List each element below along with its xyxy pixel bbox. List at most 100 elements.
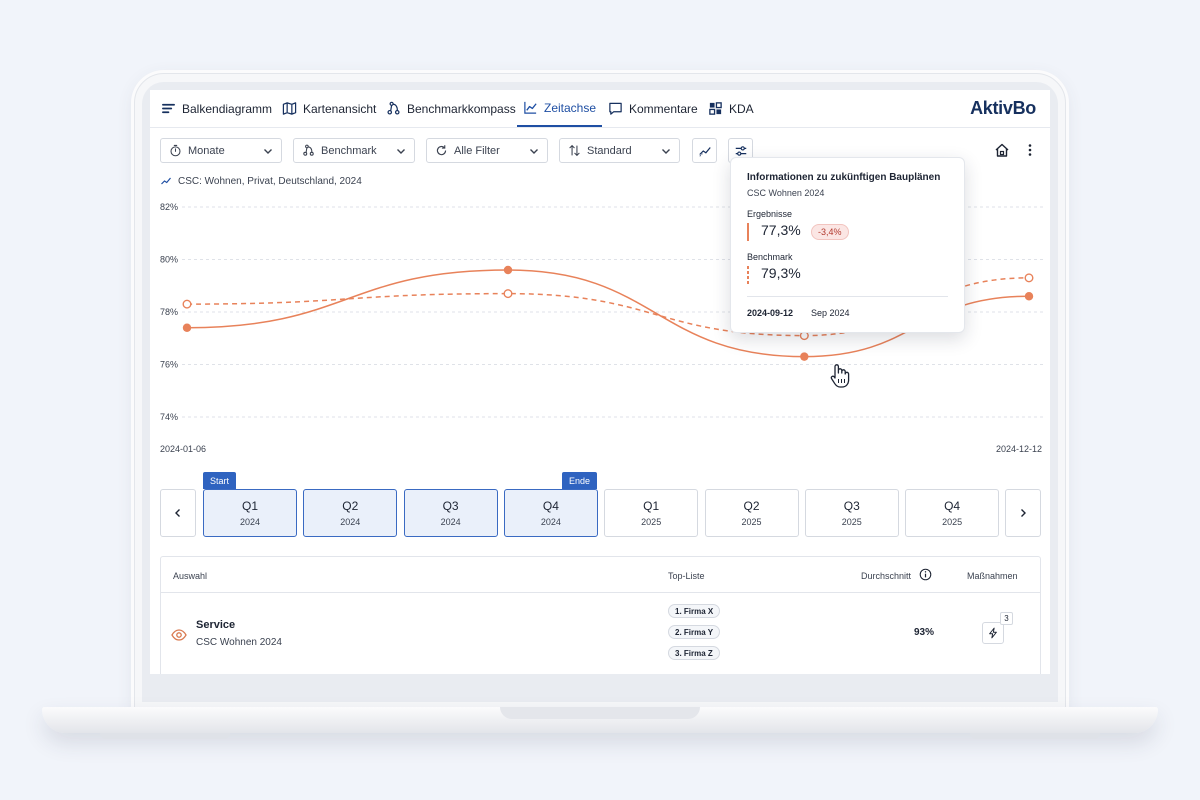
tab-kommentare[interactable]: Kommentare	[608, 90, 698, 127]
sort-select[interactable]: Standard	[559, 138, 680, 163]
lightning-icon	[989, 627, 997, 639]
x-start-label: 2024-01-06	[160, 444, 207, 454]
tab-benchmarkkompass[interactable]: Benchmarkkompass	[386, 90, 516, 127]
quarter-button[interactable]: Q2 2024	[303, 489, 398, 537]
measures-button[interactable]	[982, 622, 1004, 644]
quarter-button[interactable]: Q4 2025	[905, 489, 1000, 537]
data-point[interactable]	[1024, 273, 1034, 283]
data-point[interactable]	[182, 299, 192, 309]
timeline-next-button[interactable]	[1005, 489, 1041, 537]
average-value: 93%	[914, 627, 935, 638]
results-table: Auswahl Top-Liste Durchschnitt Maßnahmen…	[160, 556, 1041, 674]
data-point[interactable]	[182, 323, 192, 332]
chevron-left-icon	[175, 509, 180, 517]
y-tick-label: 74%	[160, 412, 178, 422]
tooltip-benchmark-number: 79,3%	[761, 265, 801, 281]
quarter-year: 2024	[340, 517, 361, 527]
header-top-list: Top-Liste	[668, 571, 705, 581]
laptop-foot	[970, 733, 1100, 739]
quarter-year: 2025	[641, 517, 662, 527]
start-flag: Start	[203, 472, 237, 489]
quarter-year: 2025	[942, 517, 963, 527]
compass-icon	[387, 101, 400, 115]
quarter-button[interactable]: Q1 2024	[203, 489, 297, 537]
more-vertical-icon[interactable]	[1022, 142, 1038, 158]
chevron-down-icon	[530, 148, 538, 154]
tooltip-benchmark-label: Benchmark	[747, 252, 793, 262]
select-value: Monate	[188, 144, 225, 157]
map-icon	[282, 102, 297, 115]
quarter-label: Q3	[442, 499, 459, 513]
tooltip-results-label: Ergebnisse	[747, 209, 793, 219]
row-title: Service	[196, 619, 236, 631]
tab-label: Balkendiagramm	[182, 101, 273, 116]
quarter-button[interactable]: Q3 2025	[804, 489, 899, 537]
chevron-down-icon	[397, 148, 405, 154]
tooltip-results-number: 77,3%	[761, 222, 801, 238]
quarter-label: Q1	[241, 499, 258, 513]
eye-icon[interactable]	[171, 628, 187, 642]
laptop-foot	[100, 733, 230, 739]
tab-kda[interactable]: KDA	[708, 90, 754, 127]
select-value: Benchmark	[321, 144, 377, 157]
tooltip-date: 2024-09-12	[747, 308, 794, 318]
quarter-button[interactable]: Q3 2024	[403, 489, 498, 537]
filter-select[interactable]: Alle Filter	[426, 138, 548, 163]
line-chart-icon	[524, 101, 537, 114]
row-subtitle: CSC Wohnen 2024	[196, 637, 282, 648]
quarter-label: Q2	[743, 499, 760, 513]
home-icon[interactable]	[994, 142, 1010, 158]
header-average: Durchschnitt	[861, 571, 912, 581]
info-icon[interactable]	[919, 568, 932, 581]
y-tick-label: 78%	[160, 307, 178, 317]
grid-icon	[709, 102, 722, 115]
tab-label: Benchmarkkompass	[407, 101, 516, 116]
sort-icon	[569, 144, 580, 157]
data-point[interactable]	[1024, 292, 1034, 301]
quarter-label: Q2	[342, 499, 359, 513]
quarter-button[interactable]: Q4 2024	[503, 489, 598, 537]
tab-balkendiagramm[interactable]: Balkendiagramm	[161, 90, 272, 127]
tab-label: Kartenansicht	[303, 101, 377, 116]
quarter-year: 2024	[239, 517, 261, 527]
dashed-series-marker	[747, 266, 749, 284]
quarter-label: Q4	[542, 499, 559, 513]
quarter-button[interactable]: Q1 2025	[604, 489, 699, 537]
y-tick-label: 82%	[160, 202, 178, 212]
divider	[161, 592, 1040, 593]
quarter-button[interactable]: Q2 2025	[704, 489, 799, 537]
timeline-prev-button[interactable]	[160, 489, 196, 537]
select-value: Alle Filter	[454, 144, 500, 157]
period-select[interactable]: Monate	[160, 138, 282, 163]
tab-label: Zeitachse	[544, 100, 597, 115]
tooltip-results-value: 77,3%	[747, 222, 801, 241]
divider	[747, 296, 948, 297]
sliders-icon	[735, 145, 746, 156]
trend-icon	[698, 146, 711, 157]
series-caption-text: CSC: Wohnen, Privat, Deutschland, 2024	[178, 175, 362, 187]
header-selection: Auswahl	[173, 571, 208, 581]
stopwatch-icon	[170, 144, 181, 157]
tab-label: KDA	[729, 101, 754, 116]
series-caption: CSC: Wohnen, Privat, Deutschland, 2024	[160, 175, 362, 187]
comment-icon	[609, 102, 622, 115]
top-nav: Balkendiagramm Kartenansicht Benchmarkko…	[150, 90, 1050, 128]
chevron-down-icon	[264, 148, 272, 154]
bar-chart-icon	[162, 103, 175, 114]
data-point[interactable]	[503, 265, 513, 275]
data-point[interactable]	[800, 352, 809, 361]
header-measures: Maßnahmen	[967, 571, 1018, 581]
compare-select[interactable]: Benchmark	[293, 138, 415, 163]
tab-kartenansicht[interactable]: Kartenansicht	[282, 90, 376, 127]
tab-zeitachse[interactable]: Zeitachse	[517, 90, 603, 127]
y-tick-label: 76%	[160, 360, 178, 370]
brand-logo: AktivBo	[970, 98, 1036, 118]
trend-toggle-button[interactable]	[692, 138, 717, 163]
laptop-notch	[500, 707, 700, 719]
tooltip-title: Informationen zu zukünftigen Bauplänen	[747, 172, 941, 183]
data-point[interactable]	[503, 289, 513, 299]
quarter-year: 2025	[741, 517, 762, 527]
data-tooltip: Informationen zu zukünftigen Bauplänen C…	[730, 157, 965, 333]
quarter-label: Q4	[944, 499, 961, 513]
top-list-chip: 2. Firma Y	[668, 625, 721, 639]
